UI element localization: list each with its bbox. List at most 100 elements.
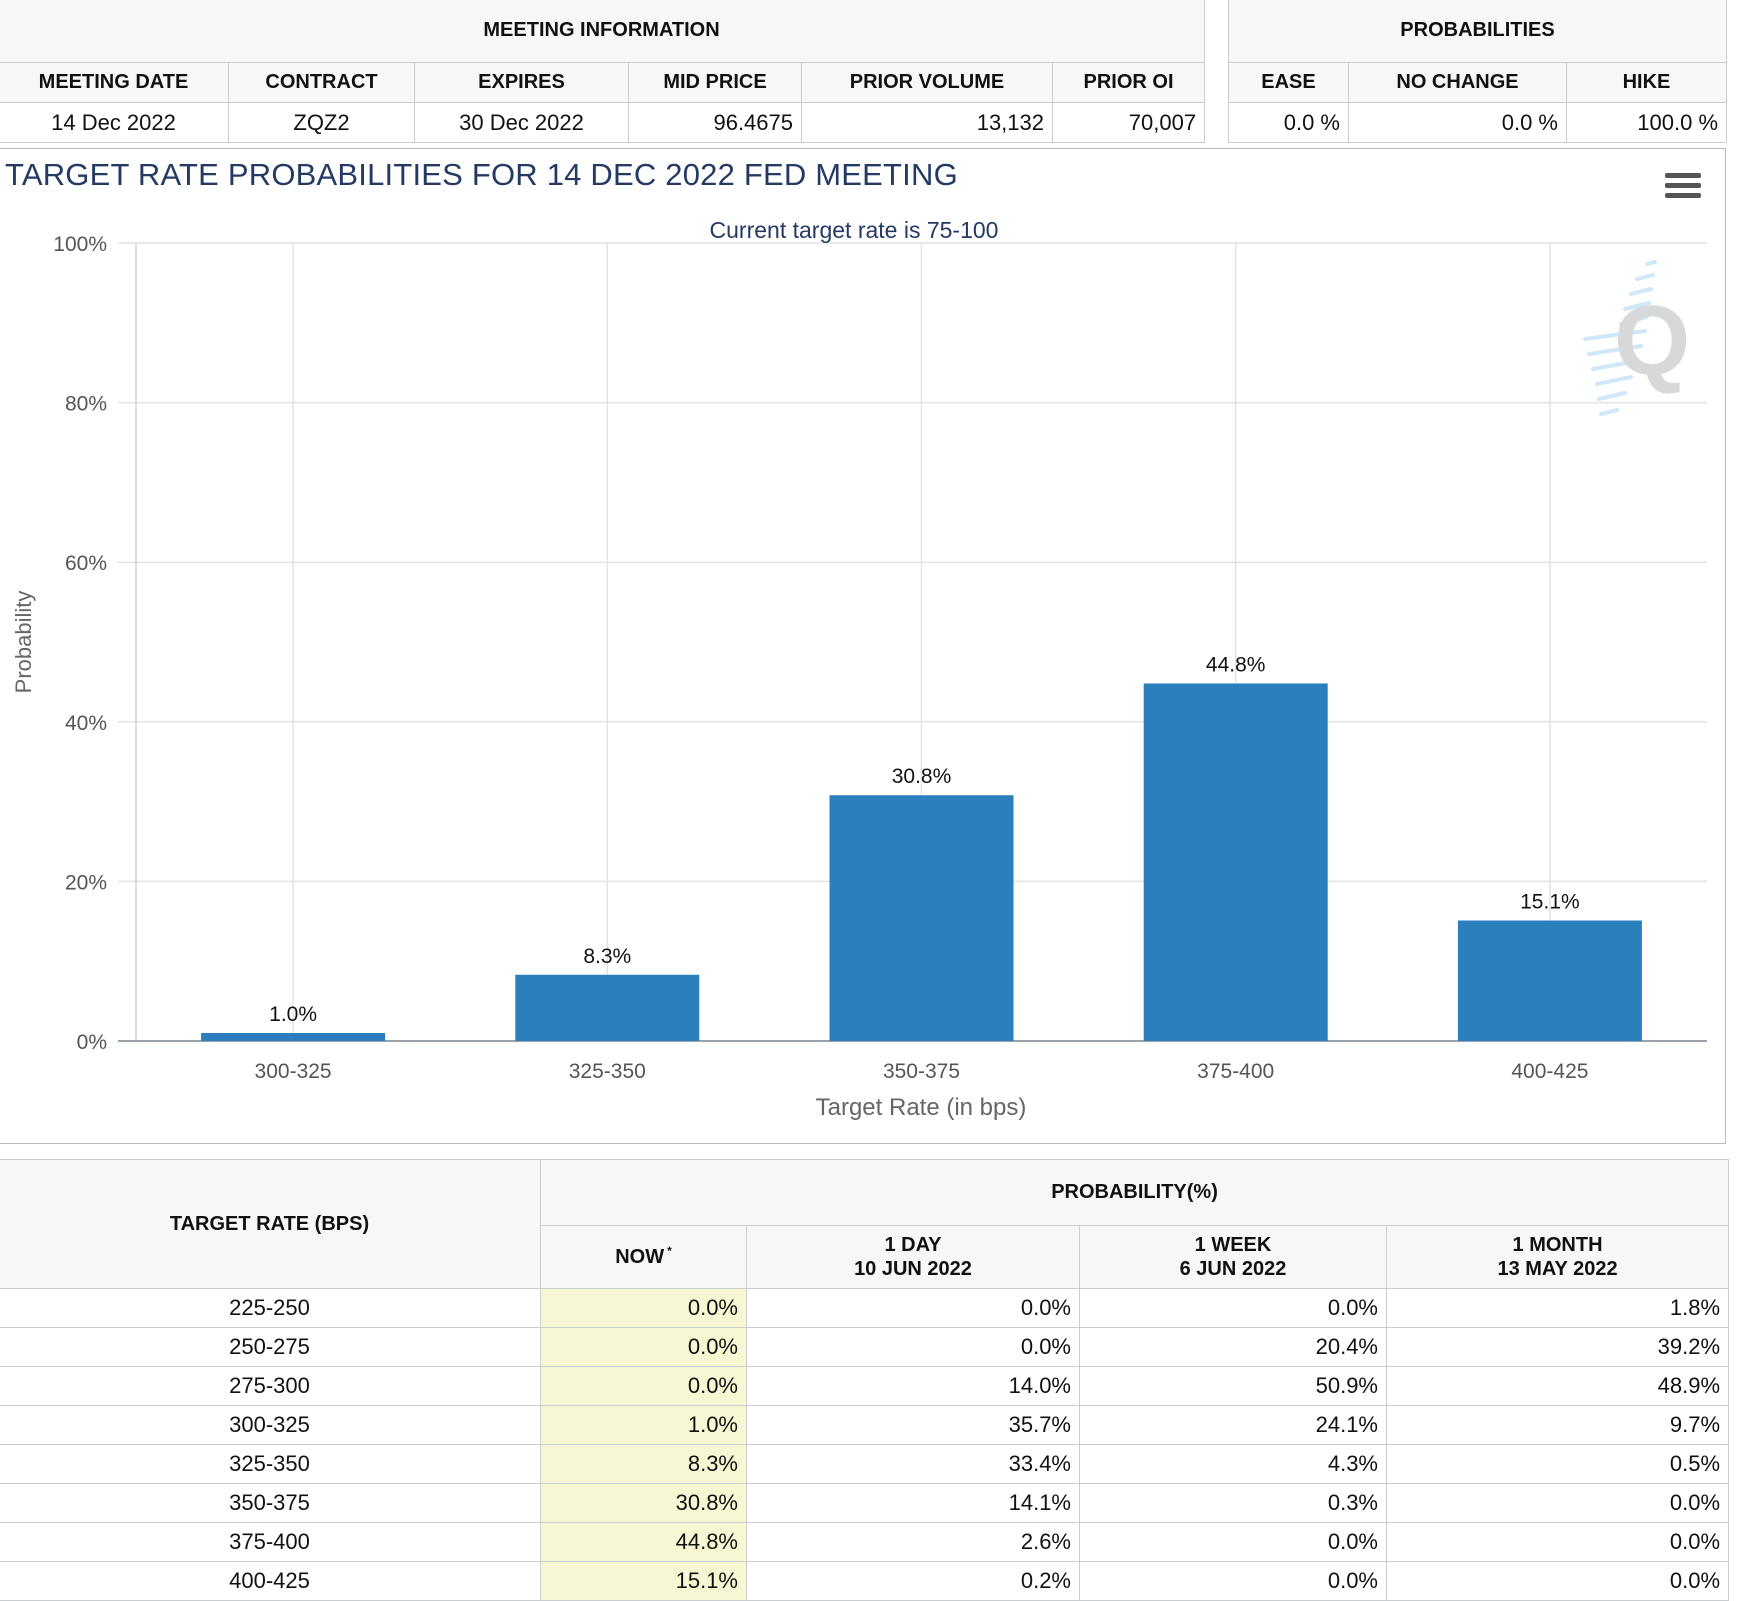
- one-week-cell: 4.3%: [1079, 1444, 1387, 1484]
- bar: [515, 974, 700, 1041]
- one-month-cell: 0.0%: [1385, 1522, 1730, 1562]
- one-week-cell: 0.0%: [1079, 1288, 1387, 1328]
- table-row: 275-300 0.0% 14.0% 50.9% 48.9%: [0, 1366, 1730, 1406]
- prior-oi-value: 70,007: [1051, 102, 1206, 143]
- table-row: 300-325 1.0% 35.7% 24.1% 9.7%: [0, 1405, 1730, 1445]
- mid-price-value: 96.4675: [628, 102, 802, 143]
- one-month-column-header: 1 MONTH 13 MAY 2022: [1385, 1225, 1730, 1289]
- target-rate-probability-table: TARGET RATE (BPS) PROBABILITY(%) NOW * 1 …: [0, 1159, 1730, 1601]
- one-week-cell: 0.3%: [1079, 1483, 1387, 1523]
- one-day-cell: 0.0%: [746, 1327, 1080, 1367]
- data-label: 44.8%: [1206, 653, 1266, 676]
- bar: [1457, 920, 1642, 1041]
- ease-value: 0.0 %: [1228, 102, 1349, 143]
- one-month-cell: 39.2%: [1385, 1327, 1730, 1367]
- y-tick-label: 100%: [53, 233, 107, 256]
- y-tick-label: 0%: [77, 1031, 107, 1054]
- one-day-cell: 35.7%: [746, 1405, 1080, 1445]
- one-month-cell: 9.7%: [1385, 1405, 1730, 1445]
- x-tick-label: 350-375: [883, 1060, 960, 1083]
- one-month-cell: 1.8%: [1385, 1288, 1730, 1328]
- bar: [201, 1033, 386, 1041]
- no-change-value: 0.0 %: [1348, 102, 1567, 143]
- hike-header: HIKE: [1565, 62, 1728, 103]
- one-day-cell: 2.6%: [746, 1522, 1080, 1562]
- data-label: 1.0%: [269, 1003, 317, 1026]
- prior-volume-value: 13,132: [801, 102, 1053, 143]
- now-cell: 0.0%: [540, 1288, 747, 1328]
- table-row: 250-275 0.0% 0.0% 20.4% 39.2%: [0, 1327, 1730, 1367]
- svg-text:Q: Q: [1614, 285, 1690, 395]
- now-cell: 0.0%: [540, 1366, 747, 1406]
- y-axis-title: Probability: [11, 591, 36, 694]
- rate-cell: 275-300: [0, 1366, 541, 1406]
- rate-cell: 400-425: [0, 1561, 541, 1601]
- prior-volume-header: PRIOR VOLUME: [801, 62, 1053, 103]
- now-cell: 44.8%: [540, 1522, 747, 1562]
- rate-cell: 225-250: [0, 1288, 541, 1328]
- table-row: 400-425 15.1% 0.2% 0.0% 0.0%: [0, 1561, 1730, 1601]
- contract-value: ZQZ2: [228, 102, 415, 143]
- prior-oi-header: PRIOR OI: [1051, 62, 1206, 103]
- y-tick-label: 60%: [65, 552, 107, 575]
- expires-value: 30 Dec 2022: [414, 102, 629, 143]
- x-axis-title: Target Rate (in bps): [816, 1094, 1027, 1121]
- one-month-cell: 0.5%: [1385, 1444, 1730, 1484]
- ease-header: EASE: [1228, 62, 1349, 103]
- hike-value: 100.0 %: [1565, 102, 1728, 143]
- one-month-cell: 0.0%: [1385, 1483, 1730, 1523]
- one-month-cell: 48.9%: [1385, 1366, 1730, 1406]
- rate-cell: 250-275: [0, 1327, 541, 1367]
- y-tick-label: 20%: [65, 871, 107, 894]
- meeting-information-table: MEETING INFORMATION MEETING DATE CONTRAC…: [0, 0, 1206, 143]
- bar-chart: Q 0% 20% 40% 60% 80% 100% 1.0% 300-325 8.3% 325-3…: [11, 217, 1707, 1121]
- x-tick-label: 325-350: [569, 1060, 646, 1083]
- bar: [829, 795, 1014, 1041]
- rate-cell: 350-375: [0, 1483, 541, 1523]
- probabilities-table: PROBABILITIES EASE NO CHANGE HIKE 0.0 % …: [1227, 0, 1728, 143]
- mid-price-header: MID PRICE: [628, 62, 802, 103]
- chart-subtitle: Current target rate is 75-100: [710, 217, 999, 243]
- no-change-header: NO CHANGE: [1348, 62, 1567, 103]
- x-tick-label: 300-325: [255, 1060, 332, 1083]
- expires-header: EXPIRES: [414, 62, 629, 103]
- one-day-column-header: 1 DAY 10 JUN 2022: [746, 1225, 1080, 1289]
- table-row: 225-250 0.0% 0.0% 0.0% 1.8%: [0, 1288, 1730, 1328]
- one-day-cell: 14.0%: [746, 1366, 1080, 1406]
- probability-header: PROBABILITY(%): [539, 1159, 1730, 1226]
- one-week-cell: 0.0%: [1079, 1522, 1387, 1562]
- x-tick-label: 375-400: [1197, 1060, 1274, 1083]
- meeting-date-header: MEETING DATE: [0, 62, 229, 103]
- table-row: 350-375 30.8% 14.1% 0.3% 0.0%: [0, 1483, 1730, 1523]
- cme-q-logo-icon: Q: [1583, 260, 1690, 416]
- one-week-cell: 20.4%: [1079, 1327, 1387, 1367]
- bar: [1143, 683, 1328, 1041]
- one-day-cell: 14.1%: [746, 1483, 1080, 1523]
- chart-title: TARGET RATE PROBABILITIES FOR 14 DEC 202…: [5, 157, 958, 192]
- target-rate-header: TARGET RATE (BPS): [0, 1159, 541, 1289]
- x-tick-label: 400-425: [1511, 1060, 1588, 1083]
- meeting-date-value: 14 Dec 2022: [0, 102, 229, 143]
- one-week-cell: 0.0%: [1079, 1561, 1387, 1601]
- one-week-cell: 50.9%: [1079, 1366, 1387, 1406]
- data-label: 8.3%: [583, 945, 631, 968]
- contract-header: CONTRACT: [228, 62, 415, 103]
- meeting-information-heading: MEETING INFORMATION: [0, 0, 1206, 63]
- one-week-column-header: 1 WEEK 6 JUN 2022: [1079, 1225, 1387, 1289]
- one-day-cell: 0.0%: [746, 1288, 1080, 1328]
- rate-cell: 325-350: [0, 1444, 541, 1484]
- now-cell: 30.8%: [540, 1483, 747, 1523]
- table-row: 325-350 8.3% 33.4% 4.3% 0.5%: [0, 1444, 1730, 1484]
- rate-cell: 300-325: [0, 1405, 541, 1445]
- one-day-cell: 33.4%: [746, 1444, 1080, 1484]
- now-cell: 15.1%: [540, 1561, 747, 1601]
- hamburger-menu-icon[interactable]: [1665, 173, 1701, 203]
- one-day-cell: 0.2%: [746, 1561, 1080, 1601]
- y-tick-label: 40%: [65, 712, 107, 735]
- now-cell: 1.0%: [540, 1405, 747, 1445]
- one-month-cell: 0.0%: [1385, 1561, 1730, 1601]
- data-label: 30.8%: [892, 765, 952, 788]
- now-column-header: NOW *: [540, 1225, 747, 1289]
- now-cell: 0.0%: [540, 1327, 747, 1367]
- table-row: 375-400 44.8% 2.6% 0.0% 0.0%: [0, 1522, 1730, 1562]
